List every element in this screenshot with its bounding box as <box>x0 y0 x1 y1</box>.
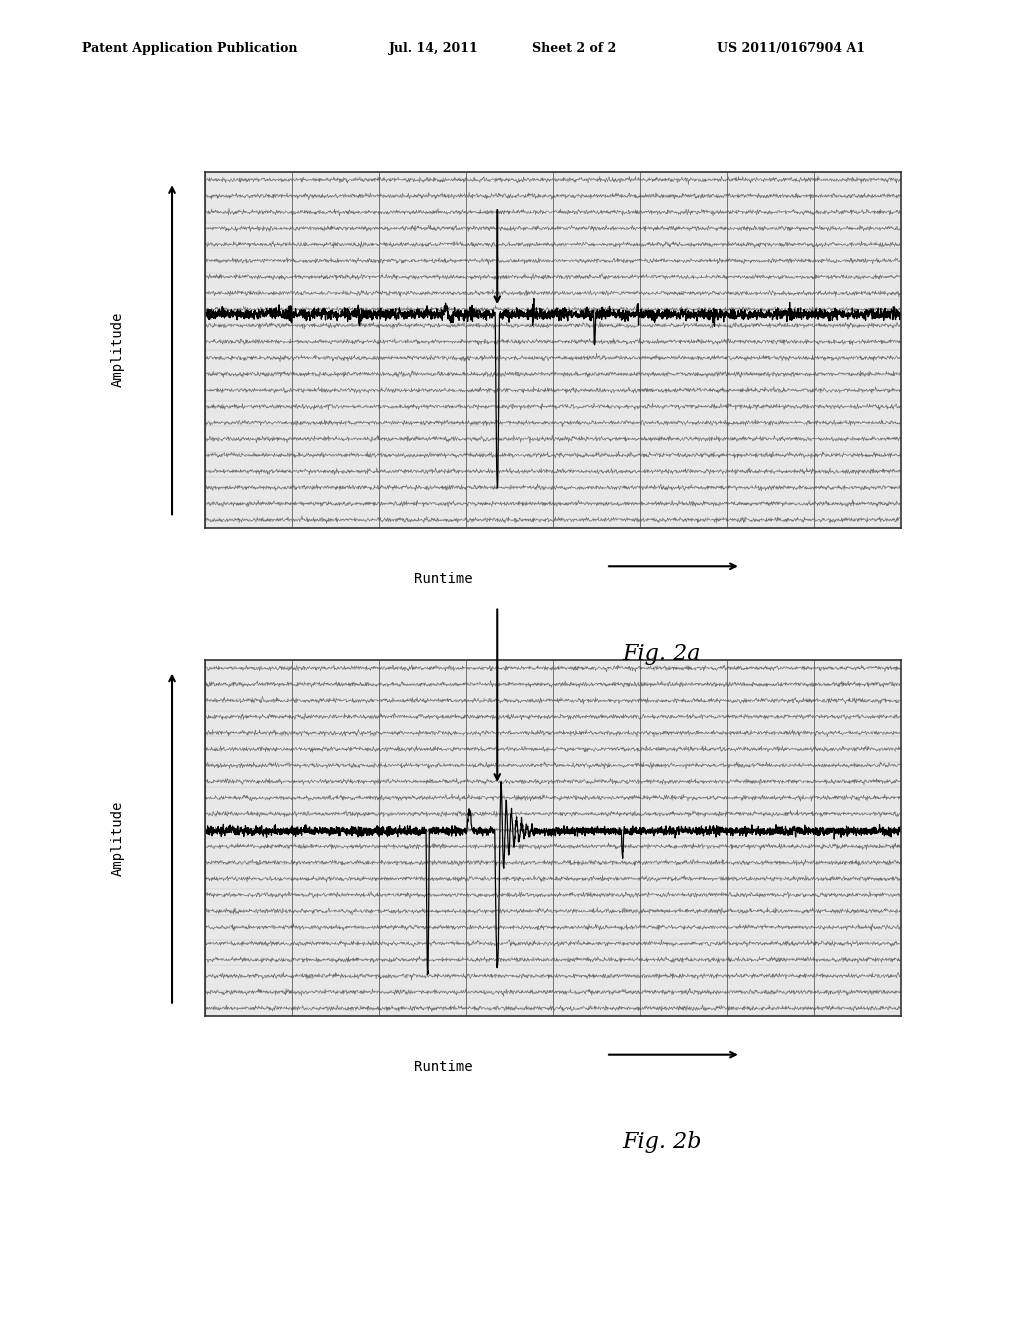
Text: US 2011/0167904 A1: US 2011/0167904 A1 <box>717 42 865 55</box>
Text: Jul. 14, 2011: Jul. 14, 2011 <box>389 42 479 55</box>
Text: Amplitude: Amplitude <box>111 312 125 388</box>
Text: Runtime: Runtime <box>414 1060 472 1074</box>
Text: Fig. 2a: Fig. 2a <box>623 643 701 665</box>
Text: Runtime: Runtime <box>414 572 472 586</box>
Text: Sheet 2 of 2: Sheet 2 of 2 <box>532 42 616 55</box>
Text: Amplitude: Amplitude <box>111 800 125 876</box>
Text: Fig. 2b: Fig. 2b <box>623 1131 702 1154</box>
Text: Patent Application Publication: Patent Application Publication <box>82 42 297 55</box>
